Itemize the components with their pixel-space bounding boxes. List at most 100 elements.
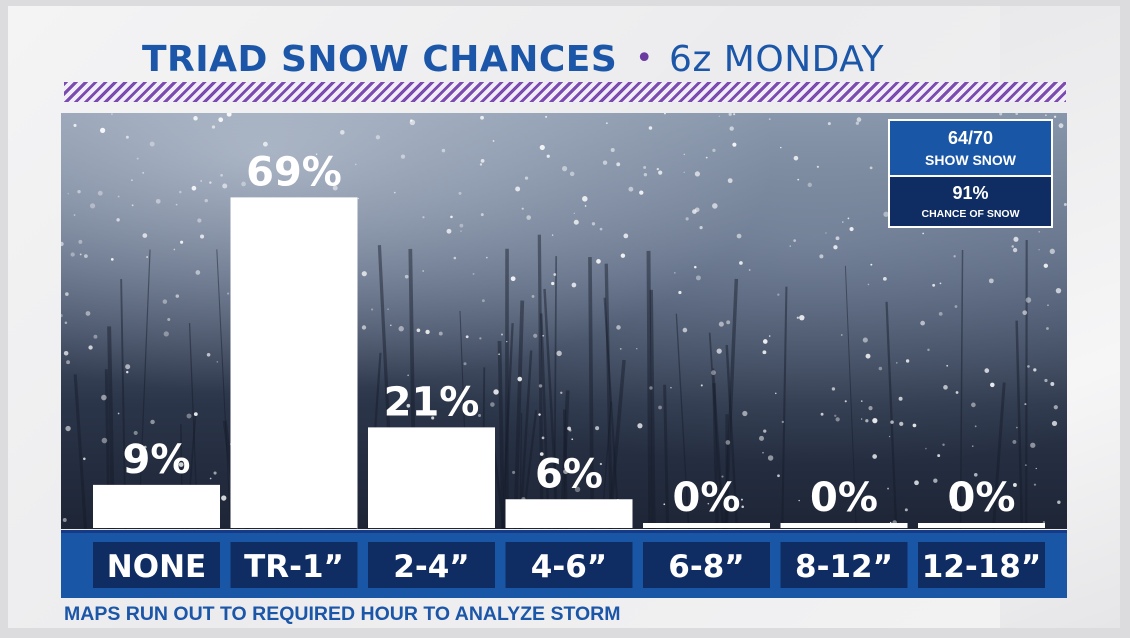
bar-value-label-5: 0% [810,475,878,521]
snowflake [332,185,338,191]
snowflake [146,256,149,258]
snowflake [88,345,93,350]
snowflake [793,155,799,161]
snowflake [83,457,86,461]
snowflake [361,325,367,330]
bar-4 [643,523,770,528]
snowflake [227,292,230,295]
snowflake [890,420,894,424]
snowflake [356,527,358,529]
chance-label: CHANCE OF SNOW [921,208,1020,220]
snowflake [736,233,742,239]
snowflake [173,248,176,251]
snowflake [840,334,843,336]
tree-silhouette [216,249,232,529]
snowflake [796,316,799,319]
snowflake [175,294,180,298]
bar-2 [368,427,495,528]
snowflake [1049,248,1055,254]
snowflake [193,412,198,417]
snowflake [200,234,205,239]
snowflake [1035,467,1037,470]
snowflake [889,521,892,524]
tree-silhouette [725,345,739,529]
snowflake [441,148,446,153]
snowflake [226,113,232,117]
snowflake [416,328,421,333]
snowflake [1013,483,1017,487]
snowflake [538,413,541,416]
snowflake [479,337,482,340]
chart-subtitle: 6z MONDAY [669,38,885,80]
snowflake [472,272,475,275]
snowflake [553,273,557,276]
snowflake [855,121,859,125]
snowflake [862,337,868,343]
category-label-4: 6-8” [668,549,744,585]
snowflake [663,503,666,506]
snowflake [971,445,974,447]
bar-0 [93,484,220,528]
snowflake [1053,405,1058,410]
snowflake [62,518,67,522]
snowflake [553,479,558,483]
snowflake [925,447,927,450]
snowflake [85,311,91,316]
snowflake [718,321,724,327]
footnote: MAPS RUN OUT TO REQUIRED HOUR TO ANALYZE… [64,603,621,625]
snowflake [315,153,318,155]
snowflake [492,140,495,142]
snowflake [816,165,819,168]
snowflake [1030,442,1036,448]
snowflake [973,472,978,477]
snowflake [616,325,621,330]
snowflake [658,405,662,410]
snowflake [628,186,634,192]
snowflake [639,190,644,195]
snowflake [531,294,535,298]
tree-silhouette [73,374,88,529]
snowflake [1038,249,1040,251]
tree-silhouette [646,250,653,529]
chance-panel: 91% CHANCE OF SNOW [890,177,1051,226]
snowflake [541,436,545,440]
bar-value-label-6: 0% [948,475,1016,521]
snowflake [1033,483,1037,486]
tree-silhouette [959,250,964,529]
snowflake [361,271,367,277]
snowflake [1033,368,1037,372]
snowflake [221,495,227,501]
tree-silhouette [543,288,560,529]
snowflake [66,360,70,365]
snowflake [204,198,208,203]
tree-silhouette [603,297,620,529]
snowflake [573,219,579,225]
snowflake [912,423,917,428]
snowflake [93,334,98,339]
snowflake [131,179,133,181]
snowflake [695,275,701,281]
snowflake [501,333,503,336]
snowflake [927,348,930,352]
snowflake [515,186,521,192]
snowflake [1025,297,1032,303]
snowflake [620,253,626,258]
snowflake [562,166,568,172]
snowflake [407,374,409,377]
snowflake [1050,382,1055,386]
tree-silhouette [588,257,595,529]
snowflake [712,203,718,209]
snowflake [781,420,784,424]
snowflake [656,167,659,171]
snowflake [241,181,246,187]
tree-silhouette [844,265,857,529]
tree-silhouette [712,383,719,529]
snowflake [357,197,359,200]
snowflake [867,283,870,286]
snowflake [1057,500,1061,504]
snowflake [1055,287,1062,294]
snowflake [485,256,488,259]
snowflake [727,178,733,184]
tree-silhouette [708,332,724,529]
snowflake [847,217,850,220]
